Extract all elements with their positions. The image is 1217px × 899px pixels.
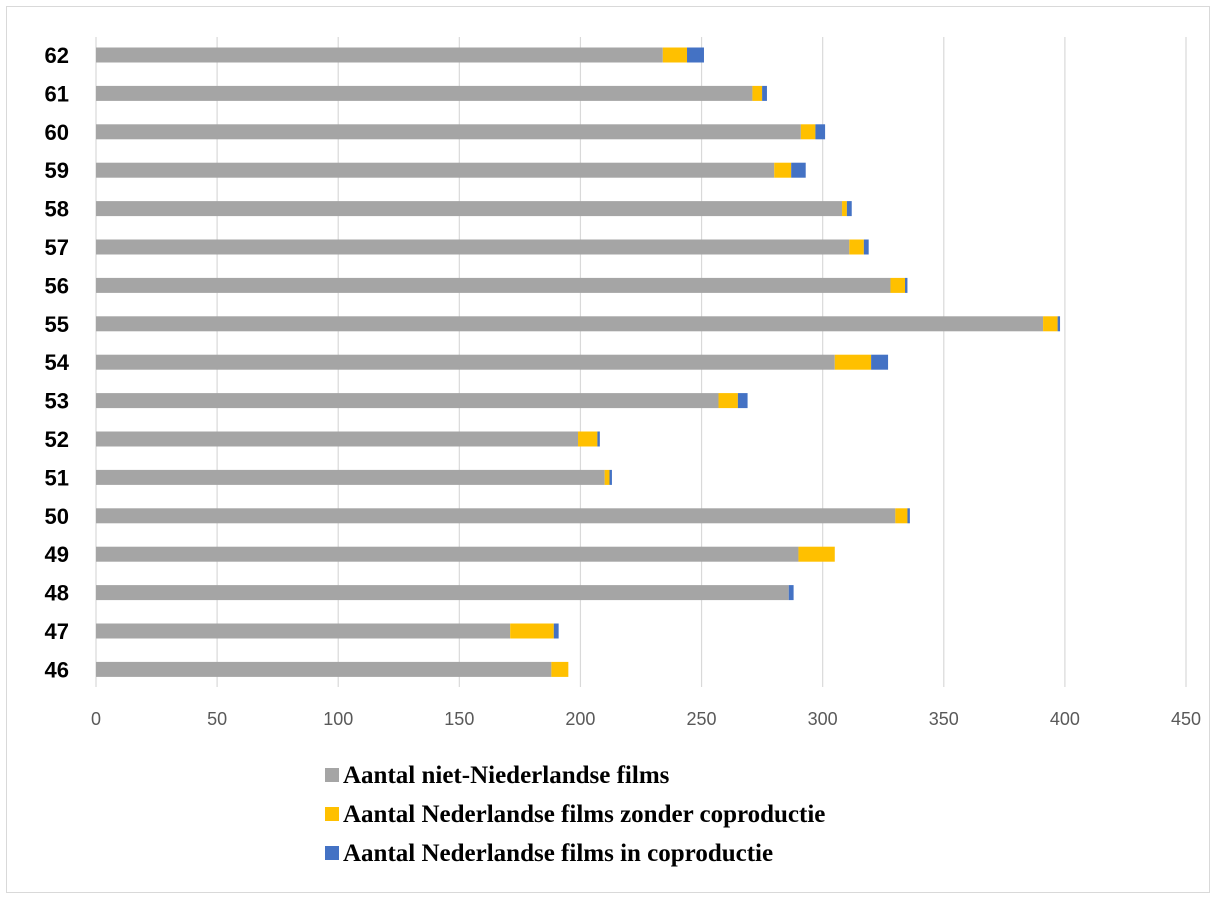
bar-segment-59-series-3: [791, 162, 806, 178]
bar-segment-52-series-1: [96, 431, 579, 447]
legend-label-series-3: Aantal Nederlandse films in coproductie: [343, 840, 773, 867]
bar-segment-50-series-2: [895, 508, 908, 524]
bars: [96, 47, 1061, 677]
bar-segment-59-series-1: [96, 162, 775, 178]
bar-segment-59-series-2: [774, 162, 792, 178]
bar-segment-53-series-3: [737, 393, 748, 409]
legend-swatch-series-3: [325, 846, 339, 860]
bar-segment-61-series-1: [96, 85, 753, 101]
y-category-label: 61: [45, 81, 69, 106]
x-tick-label: 300: [808, 709, 838, 729]
chart-frame: 0 50 100 150 200 250 300 350 400 450 62 61 60 59 58 57…: [6, 6, 1210, 893]
bar-segment-50-series-1: [96, 508, 896, 524]
y-category-label: 49: [45, 542, 69, 567]
x-tick-label: 0: [91, 709, 101, 729]
y-category-label: 56: [45, 273, 69, 298]
legend-label-series-1: Aantal niet-Niederlandse films: [343, 762, 670, 789]
bar-segment-62-series-1: [96, 47, 663, 63]
y-category-label: 50: [45, 504, 69, 529]
bar-segment-47-series-3: [553, 623, 559, 639]
x-tick-label: 450: [1171, 709, 1201, 729]
legend-swatch-series-2: [325, 807, 339, 821]
x-tick-label: 250: [687, 709, 717, 729]
bar-segment-60-series-3: [815, 124, 826, 140]
bar-segment-53-series-2: [718, 393, 738, 409]
bar-segment-50-series-3: [907, 508, 910, 524]
bar-segment-54-series-3: [871, 354, 889, 370]
bar-segment-61-series-3: [762, 85, 767, 101]
bar-segment-47-series-1: [96, 623, 511, 639]
bar-segment-48-series-3: [788, 585, 794, 601]
bar-segment-52-series-3: [597, 431, 600, 447]
y-category-label: 46: [45, 657, 69, 682]
bar-segment-55-series-2: [1043, 316, 1058, 332]
y-category-label: 62: [45, 43, 69, 68]
x-tick-label: 350: [929, 709, 959, 729]
y-category-label: 52: [45, 427, 69, 452]
legend-swatch-series-1: [325, 768, 339, 782]
x-tick-label: 150: [444, 709, 474, 729]
bar-segment-58-series-1: [96, 201, 843, 217]
bar-segment-57-series-3: [863, 239, 869, 255]
bar-segment-56-series-3: [905, 277, 908, 293]
bar-segment-46-series-1: [96, 661, 552, 677]
y-category-label: 55: [45, 312, 69, 337]
bar-segment-60-series-2: [800, 124, 816, 140]
bar-segment-57-series-2: [849, 239, 864, 255]
y-category-label: 60: [45, 120, 69, 145]
bar-segment-46-series-2: [551, 661, 569, 677]
bar-segment-48-series-1: [96, 585, 789, 601]
y-category-label: 57: [45, 235, 69, 260]
y-axis-category-labels: 62 61 60 59 58 57 56 55 54 53 52 51 50 49 48 47 46: [45, 43, 70, 682]
bar-segment-55-series-3: [1057, 316, 1061, 332]
y-category-label: 53: [45, 389, 69, 414]
bar-chart: 0 50 100 150 200 250 300 350 400 450 62 61 60 59 58 57…: [45, 37, 1201, 867]
bar-segment-53-series-1: [96, 393, 719, 409]
x-axis: 0 50 100 150 200 250 300 350 400 450: [91, 709, 1201, 729]
y-category-label: 48: [45, 581, 69, 606]
bar-segment-51-series-3: [609, 469, 612, 485]
y-category-label: 47: [45, 619, 69, 644]
x-tick-label: 200: [565, 709, 595, 729]
y-category-label: 54: [45, 350, 70, 375]
y-category-label: 51: [45, 465, 69, 490]
bar-segment-51-series-1: [96, 469, 605, 485]
bar-segment-51-series-2: [604, 469, 610, 485]
bar-segment-57-series-1: [96, 239, 850, 255]
bar-segment-58-series-2: [842, 201, 847, 217]
y-category-label: 59: [45, 158, 69, 183]
bar-segment-52-series-2: [578, 431, 598, 447]
bar-segment-62-series-2: [662, 47, 688, 63]
bar-segment-49-series-1: [96, 546, 799, 562]
bar-segment-61-series-2: [752, 85, 763, 101]
bar-segment-56-series-1: [96, 277, 891, 293]
x-tick-label: 50: [207, 709, 227, 729]
bar-segment-55-series-1: [96, 316, 1044, 332]
bar-segment-56-series-2: [890, 277, 906, 293]
bar-segment-54-series-2: [834, 354, 872, 370]
bar-segment-58-series-3: [846, 201, 852, 217]
y-category-label: 58: [45, 197, 69, 222]
legend: Aantal niet-Niederlandse films Aantal Ned…: [325, 762, 825, 867]
bar-segment-47-series-2: [510, 623, 554, 639]
x-tick-label: 400: [1050, 709, 1080, 729]
bar-segment-60-series-1: [96, 124, 801, 140]
x-tick-label: 100: [323, 709, 353, 729]
bar-segment-49-series-2: [798, 546, 835, 562]
bar-segment-54-series-1: [96, 354, 835, 370]
bar-segment-62-series-3: [687, 47, 704, 63]
legend-label-series-2: Aantal Nederlandse films zonder coproduc…: [343, 801, 825, 828]
